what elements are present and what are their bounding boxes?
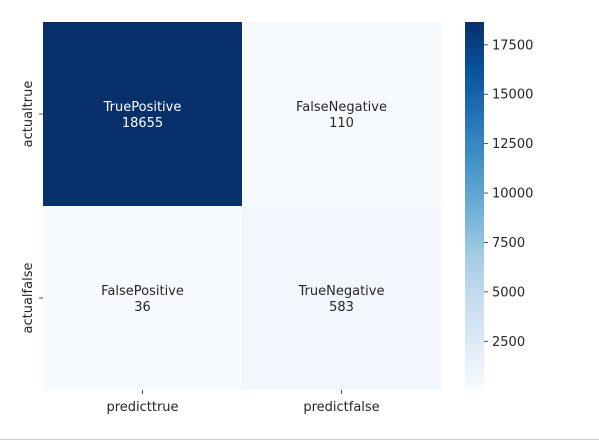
- cell-label-truenegative: TrueNegative: [298, 284, 385, 299]
- colorbar-tick-label: 5000: [492, 285, 525, 300]
- y-tick-label-actualtrue: actualtrue: [21, 81, 36, 148]
- colorbar-tick-label: 10000: [492, 187, 533, 202]
- x-tick-label-predictfalse: predictfalse: [303, 400, 379, 415]
- heatmap-cell-truenegative: [242, 206, 441, 390]
- colorbar-tick-label: 17500: [492, 38, 533, 53]
- cell-label-truepositive: TruePositive: [103, 100, 182, 115]
- heatmap-cell-falsenegative: [242, 22, 441, 206]
- bottom-divider: [0, 439, 599, 440]
- cell-value-falsenegative: 110: [329, 116, 354, 131]
- colorbar-tick-label: 7500: [492, 236, 525, 251]
- colorbar-gradient: [465, 22, 484, 390]
- y-axis-ticks: actualtrue actualfalse: [21, 81, 43, 334]
- cell-label-falsepositive: FalsePositive: [101, 284, 184, 299]
- cell-value-truepositive: 18655: [122, 116, 163, 131]
- cell-value-truenegative: 583: [329, 300, 354, 315]
- colorbar-tick-label: 15000: [492, 88, 533, 103]
- y-tick-label-actualfalse: actualfalse: [21, 263, 36, 334]
- colorbar-tick-label: 12500: [492, 137, 533, 152]
- heatmap-cells: [43, 22, 441, 390]
- colorbar-tick-label: 2500: [492, 335, 525, 350]
- x-tick-label-predicttrue: predicttrue: [106, 400, 178, 415]
- heatmap-cell-falsepositive: [43, 206, 242, 390]
- cell-value-falsepositive: 36: [134, 300, 151, 315]
- colorbar: 2500 5000 7500 10000 12500 15000 17500: [465, 22, 533, 390]
- cell-label-falsenegative: FalseNegative: [296, 100, 387, 115]
- heatmap-cell-truepositive: [43, 22, 242, 206]
- x-axis-ticks: predicttrue predictfalse: [106, 390, 380, 415]
